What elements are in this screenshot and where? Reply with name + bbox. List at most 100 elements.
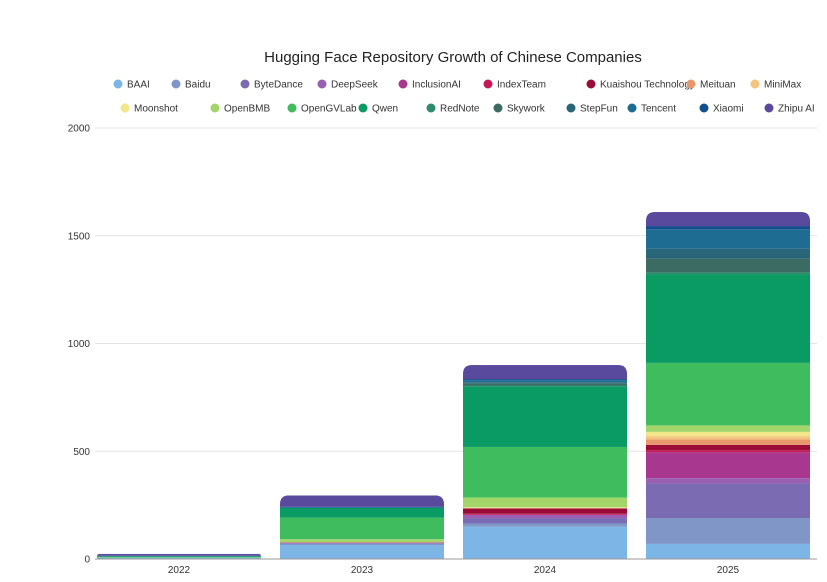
bar-segment-zhipu-ai-2023 [280,495,444,507]
bar-segment-kuaishou-technology-2025 [646,444,810,451]
legend-label: Kuaishou Technology [600,80,695,91]
legend-label: OpenGVLab [301,104,357,115]
legend-item-inclusionai: InclusionAI [398,79,461,91]
legend-item-indexteam: IndexTeam [483,79,546,91]
legend-item-skywork: Skywork [493,103,546,115]
chart-title: Hugging Face Repository Growth of Chines… [264,49,642,66]
bar-segment-skywork-2025 [646,258,810,273]
bar-segment-moonshot-2025 [646,431,810,437]
legend-swatch [699,103,709,113]
legend-item-meituan: Meituan [686,79,736,91]
legend: BAAI Baidu ByteDance DeepSeek InclusionAI Ind… [113,79,815,115]
bar-segment-bytedance-2025 [646,483,810,519]
bar-segment-zhipu-ai-2024 [463,365,627,380]
bar-segment-baai-2023 [280,544,444,559]
y-tick-label: 500 [73,447,90,458]
legend-label: RedNote [440,104,480,115]
bar-stack-2023 [280,495,444,559]
legend-item-baai: BAAI [113,79,150,91]
y-tick-label: 2000 [68,124,91,135]
bar-segment-zhipu-ai-2022 [97,553,261,556]
legend-swatch [113,79,123,89]
legend-item-xiaomi: Xiaomi [699,103,744,115]
legend-label: OpenBMB [224,104,270,115]
y-tick-label: 0 [84,555,90,566]
bar-segment-rednote-2025 [646,272,810,275]
bar-segment-opengvlab-2023 [280,517,444,540]
bar-segment-baidu-2025 [646,518,810,544]
legend-swatch [764,103,774,113]
legend-label: Moonshot [134,104,178,115]
bar-segment-openbmb-2023 [280,539,444,543]
bar-segment-openbmb-2025 [646,425,810,432]
bar-segment-skywork-2024 [463,383,627,386]
bar-segment-qwen-2022 [97,556,261,558]
bar-segment-bytedance-2023 [280,543,444,544]
legend-label: ByteDance [254,80,303,91]
bar-segment-tencent-2025 [646,229,810,249]
x-tick-label: 2024 [534,565,557,576]
bar-segment-stepfun-2024 [463,382,627,384]
bar-segment-rednote-2024 [463,385,627,387]
legend-swatch [240,79,250,89]
legend-swatch [566,103,576,113]
legend-item-stepfun: StepFun [566,103,618,115]
legend-swatch [627,103,637,113]
legend-item-opengvlab: OpenGVLab [287,103,357,115]
bar-segment-stepfun-2025 [646,248,810,259]
legend-swatch [210,103,220,113]
bar-segment-minimax-2025 [646,436,810,440]
x-tick-label: 2025 [717,565,740,576]
legend-item-rednote: RedNote [426,103,480,115]
legend-item-tencent: Tencent [627,103,676,115]
legend-label: Meituan [700,80,736,91]
legend-label: IndexTeam [497,80,546,91]
bar-segment-deepseek-2025 [646,478,810,484]
bar-segment-baai-2025 [646,543,810,559]
legend-label: DeepSeek [331,80,379,91]
legend-swatch [398,79,408,89]
legend-label: Zhipu AI [778,104,815,115]
legend-item-deepseek: DeepSeek [317,79,379,91]
bar-segment-baidu-2024 [463,523,627,527]
bars [97,212,810,559]
bar-segment-qwen-2025 [646,274,810,363]
bar-segment-opengvlab-2024 [463,446,627,498]
legend-swatch [686,79,696,89]
legend-swatch [287,103,297,113]
bar-stack-2025 [646,212,810,559]
legend-item-baidu: Baidu [171,79,211,91]
legend-label: Tencent [641,104,676,115]
legend-item-minimax: MiniMax [750,79,801,91]
x-tick-label: 2022 [168,565,191,576]
legend-label: Baidu [185,80,211,91]
bar-stack-2024 [463,365,627,559]
legend-label: MiniMax [764,80,801,91]
legend-swatch [358,103,368,113]
bar-segment-baai-2022 [97,557,261,559]
bar-stack-2022 [97,553,261,559]
legend-swatch [171,79,181,89]
bar-segment-meituan-2025 [646,439,810,445]
legend-item-moonshot: Moonshot [120,103,178,115]
legend-label: InclusionAI [412,80,461,91]
legend-swatch [750,79,760,89]
legend-item-kuaishou-technology: Kuaishou Technology [586,79,695,91]
legend-swatch [586,79,596,89]
y-tick-label: 1000 [68,339,91,350]
y-axis: 0 500 1000 1500 2000 [68,124,91,566]
bar-segment-baidu-2023 [280,543,444,545]
legend-label: Skywork [507,104,546,115]
legend-swatch [317,79,327,89]
y-tick-label: 1500 [68,231,91,242]
legend-item-qwen: Qwen [358,103,398,115]
legend-label: BAAI [127,80,150,91]
bar-segment-qwen-2024 [463,386,627,447]
legend-item-bytedance: ByteDance [240,79,303,91]
bar-segment-xiaomi-2025 [646,226,810,230]
x-tick-label: 2023 [351,565,374,576]
bar-segment-kuaishou-technology-2024 [463,508,627,514]
legend-label: StepFun [580,104,618,115]
x-axis: 2022 2023 2024 2025 [95,558,817,576]
